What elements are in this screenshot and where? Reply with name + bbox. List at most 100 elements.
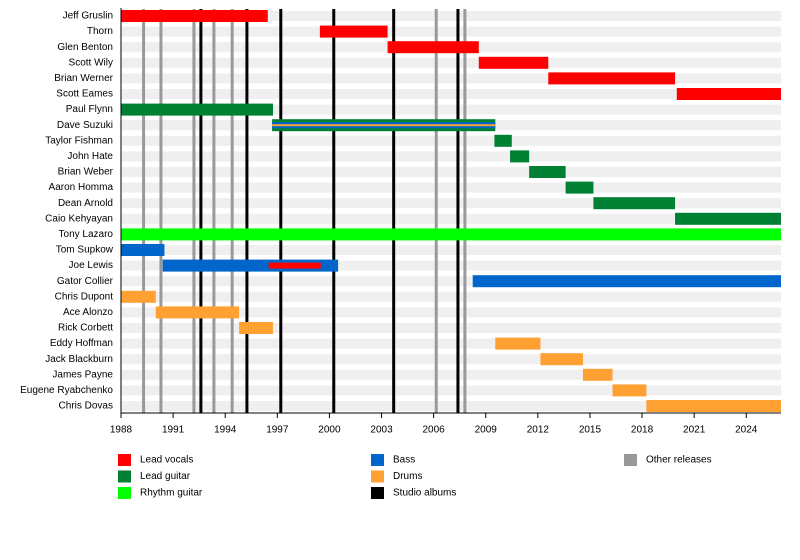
period-bar	[675, 212, 781, 225]
period-bar	[272, 124, 496, 127]
period-bar	[121, 290, 156, 303]
legend-label: Lead guitar	[140, 471, 191, 482]
row-band	[121, 323, 781, 333]
row-band	[121, 11, 781, 21]
member-name: Joe Lewis	[69, 260, 113, 271]
row-band	[121, 26, 781, 37]
legend-swatch	[371, 454, 384, 466]
row-band	[121, 198, 781, 209]
row-band	[121, 307, 781, 318]
legend-label: Rhythm guitar	[140, 488, 203, 499]
period-bar	[540, 353, 583, 366]
row-band	[121, 135, 781, 146]
member-name: Thorn	[87, 26, 113, 37]
period-bar	[121, 10, 268, 22]
legend-swatch	[371, 470, 384, 483]
x-tick-label: 2024	[735, 425, 758, 436]
row-band	[121, 291, 781, 302]
member-name: James Payne	[52, 369, 113, 380]
period-bar	[593, 197, 676, 210]
x-tick-label: 1994	[214, 425, 237, 436]
row-band	[121, 167, 781, 177]
period-bar	[155, 306, 240, 319]
legend-label: Drums	[393, 471, 422, 482]
member-name: Caio Kehyayan	[45, 213, 113, 224]
row-band	[121, 338, 781, 349]
x-tick-label: 1997	[266, 425, 289, 436]
period-bar	[121, 244, 165, 256]
member-name: Brian Werner	[54, 73, 113, 84]
member-name: Glen Benton	[57, 42, 113, 53]
member-name: Brian Weber	[58, 167, 114, 178]
period-bar	[472, 275, 781, 288]
period-bar	[239, 322, 273, 334]
member-name: Ace Alonzo	[63, 307, 113, 318]
member-name: Aaron Homma	[49, 182, 114, 193]
member-name: Taylor Fishman	[45, 135, 113, 146]
period-bar	[495, 337, 541, 350]
x-tick-label: 2012	[527, 425, 550, 436]
row-band	[121, 401, 781, 411]
row-band	[121, 276, 781, 287]
period-bar	[319, 25, 388, 38]
period-bar	[565, 181, 594, 194]
member-name: Eddy Hoffman	[50, 338, 113, 349]
member-name: Chris Dovas	[59, 401, 113, 412]
period-bar	[121, 103, 273, 116]
row-band	[121, 354, 781, 365]
row-band	[121, 245, 781, 255]
period-bar	[494, 134, 512, 147]
member-name: Jack Blackburn	[45, 354, 113, 365]
row-band	[121, 260, 781, 271]
legend-swatch	[118, 487, 131, 499]
member-name: Dave Suzuki	[57, 120, 113, 131]
legend-swatch	[371, 487, 384, 499]
row-band	[121, 385, 781, 396]
member-name: Chris Dupont	[55, 291, 114, 302]
period-bar	[529, 166, 566, 178]
x-tick-label: 1991	[162, 425, 185, 436]
row-band	[121, 73, 781, 84]
row-band	[121, 57, 781, 68]
row-band	[121, 182, 781, 193]
row-band	[121, 89, 781, 99]
x-tick-label: 2021	[683, 425, 706, 436]
legend-swatch	[624, 454, 637, 466]
row-band	[121, 369, 781, 380]
x-tick-label: 2015	[579, 425, 602, 436]
x-tick-label: 2003	[370, 425, 393, 436]
x-tick-label: 2009	[475, 425, 498, 436]
period-bar	[478, 56, 549, 69]
period-bar	[548, 72, 676, 85]
member-name: Jeff Gruslin	[63, 11, 113, 22]
member-name: Scott Eames	[56, 89, 113, 100]
member-name: Tom Supkow	[56, 245, 114, 256]
legend-label: Lead vocals	[140, 455, 193, 466]
row-band	[121, 104, 781, 115]
x-tick-label: 2018	[631, 425, 654, 436]
period-bar	[268, 262, 321, 269]
legend-swatch	[118, 454, 131, 466]
legend-swatch	[118, 470, 131, 483]
member-name: John Hate	[67, 151, 113, 162]
member-name: Scott Wily	[69, 57, 113, 68]
period-bar	[510, 150, 530, 163]
x-tick-label: 1988	[110, 425, 133, 436]
member-name: Gator Collier	[57, 276, 114, 287]
member-name: Dean Arnold	[58, 198, 113, 209]
x-tick-label: 2006	[423, 425, 446, 436]
x-tick-label: 2000	[318, 425, 341, 436]
legend-label: Bass	[393, 455, 415, 466]
member-name: Eugene Ryabchenko	[20, 385, 113, 396]
period-bar	[646, 400, 781, 412]
legend-label: Studio albums	[393, 488, 456, 499]
member-name: Tony Lazaro	[59, 229, 114, 240]
period-bar	[583, 368, 613, 381]
legend-label: Other releases	[646, 455, 712, 466]
member-name: Rick Corbett	[58, 323, 113, 334]
period-bar	[676, 88, 781, 100]
period-bar	[387, 41, 479, 54]
row-band	[121, 151, 781, 162]
period-bar	[121, 228, 781, 241]
